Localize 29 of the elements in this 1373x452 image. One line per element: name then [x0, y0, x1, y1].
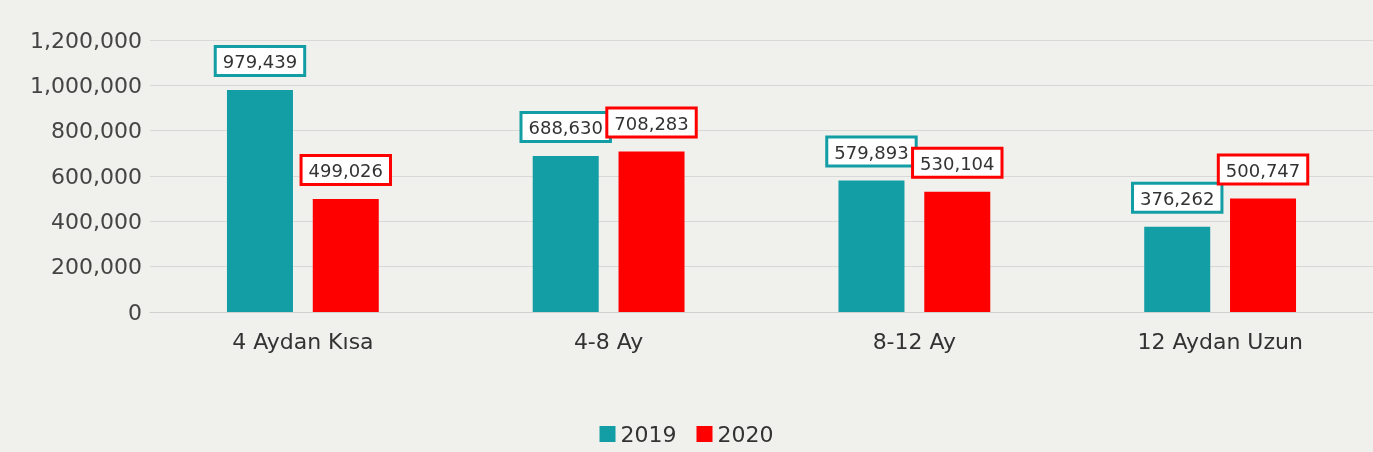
bar	[226, 89, 293, 312]
data-label: 688,630	[528, 117, 603, 139]
y-tick-label: 600,000	[51, 163, 142, 189]
y-tick-label: 200,000	[51, 254, 142, 280]
y-tick-label: 800,000	[51, 118, 142, 144]
legend-label: 2019	[620, 421, 677, 447]
data-label: 500,747	[1225, 160, 1301, 181]
legend-label: 2020	[717, 421, 774, 447]
y-tick-label: 1,200,000	[30, 27, 142, 53]
bar	[1230, 198, 1297, 312]
data-label: 530,104	[920, 153, 995, 175]
bar	[312, 198, 379, 312]
x-tick-label: 4-8 Ay	[573, 328, 644, 354]
data-label: 499,026	[308, 160, 383, 182]
data-label: 579,893	[834, 142, 909, 164]
data-label: 979,439	[222, 51, 298, 73]
x-tick-label: 4 Aydan Kısa	[232, 328, 374, 354]
x-tick-label: 8-12 Ay	[872, 328, 957, 354]
bar	[1144, 226, 1211, 312]
y-tick-label: 400,000	[51, 208, 142, 234]
bar	[618, 151, 685, 312]
data-label: 376,262	[1140, 188, 1215, 210]
y-tick-label: 0	[128, 299, 142, 325]
x-tick-label: 12 Aydan Uzun	[1137, 328, 1303, 354]
y-tick-label: 1,000,000	[30, 72, 142, 98]
bar	[532, 155, 599, 312]
data-label: 708,283	[614, 112, 689, 134]
bar	[924, 191, 991, 312]
bar	[838, 180, 905, 312]
